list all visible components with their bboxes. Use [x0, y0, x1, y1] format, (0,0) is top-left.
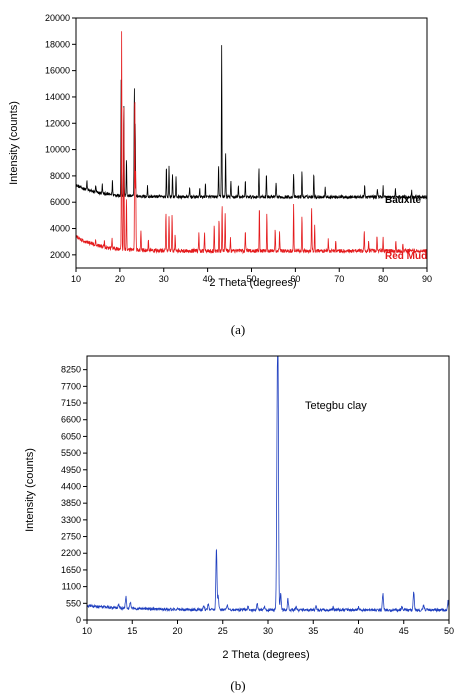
- x-tick-label: 30: [159, 274, 169, 284]
- x-tick-label: 50: [444, 626, 454, 636]
- figure-caption: (a): [231, 322, 245, 337]
- x-tick-label: 25: [218, 626, 228, 636]
- y-tick-label: 0: [76, 615, 81, 625]
- x-tick-label: 40: [203, 274, 213, 284]
- y-tick-label: 7700: [61, 381, 81, 391]
- y-tick-label: 6000: [50, 197, 70, 207]
- x-tick-label: 60: [290, 274, 300, 284]
- plot-frame: [86, 355, 450, 621]
- x-tick-label: 10: [82, 626, 92, 636]
- chart-a: 10 20 30 40 50 60 70 80 90 2000 4000 6000 8000 10000 1…: [8, 13, 432, 337]
- y-tick-label: 4000: [50, 224, 70, 234]
- x-tick-label: 40: [353, 626, 363, 636]
- y-tick-label: 2750: [61, 532, 81, 542]
- x-tick-label: 80: [378, 274, 388, 284]
- x-tick-label: 70: [334, 274, 344, 284]
- x-tick-label: 50: [246, 274, 256, 284]
- y-tick-label: 8000: [50, 171, 70, 181]
- x-tick-label: 20: [172, 626, 182, 636]
- y-tick-label: 4950: [61, 465, 81, 475]
- y-tick-label: 5500: [61, 448, 81, 458]
- y-tick-label: 6050: [61, 431, 81, 441]
- y-tick-label: 4400: [61, 481, 81, 491]
- y-tick-label: 8250: [61, 365, 81, 375]
- y-tick-label: 10000: [45, 145, 70, 155]
- y-tick-label: 2000: [50, 250, 70, 260]
- y-tick-label: 3300: [61, 515, 81, 525]
- y-tick-label: 3850: [61, 498, 81, 508]
- series-line-1: [75, 45, 428, 201]
- x-axis-title: 2 Theta (degrees): [222, 649, 309, 661]
- x-tick-label: 15: [127, 626, 137, 636]
- x-tick-label: 20: [115, 274, 125, 284]
- y-axis-title: Intensity (counts): [8, 101, 20, 185]
- chart-b: 10 15 20 25 30 35 40 45 50 0 550 1100 1650 2200 2750 33…: [24, 355, 454, 693]
- series-line-1: [86, 355, 450, 613]
- y-tick-label: 14000: [45, 92, 70, 102]
- y-tick-label: 18000: [45, 39, 70, 49]
- y-tick-label: 1100: [62, 582, 81, 592]
- y-tick-label: 12000: [45, 118, 70, 128]
- series-line-2: [75, 31, 428, 255]
- x-tick-label: 35: [308, 626, 318, 636]
- y-tick-label: 550: [66, 598, 81, 608]
- y-tick-label: 2200: [61, 548, 81, 558]
- y-tick-label: 6600: [61, 415, 81, 425]
- y-tick-label: 1650: [61, 565, 81, 575]
- x-tick-label: 45: [399, 626, 409, 636]
- plot-frame: [75, 17, 428, 269]
- x-tick-label: 10: [71, 274, 81, 284]
- series-label-1: Bauxite: [385, 195, 422, 206]
- x-axis-title: 2 Theta (degrees): [209, 277, 296, 289]
- y-tick-label: 7150: [61, 398, 81, 408]
- series-label-1: Tetegbu clay: [305, 400, 367, 412]
- series-label-2: Red Mud: [385, 251, 427, 262]
- figure-caption: (b): [230, 678, 245, 693]
- x-tick-label: 90: [422, 274, 432, 284]
- y-tick-label: 16000: [45, 66, 70, 76]
- x-tick-label: 30: [263, 626, 273, 636]
- y-axis-title: Intensity (counts): [24, 448, 36, 532]
- y-tick-label: 20000: [45, 13, 70, 23]
